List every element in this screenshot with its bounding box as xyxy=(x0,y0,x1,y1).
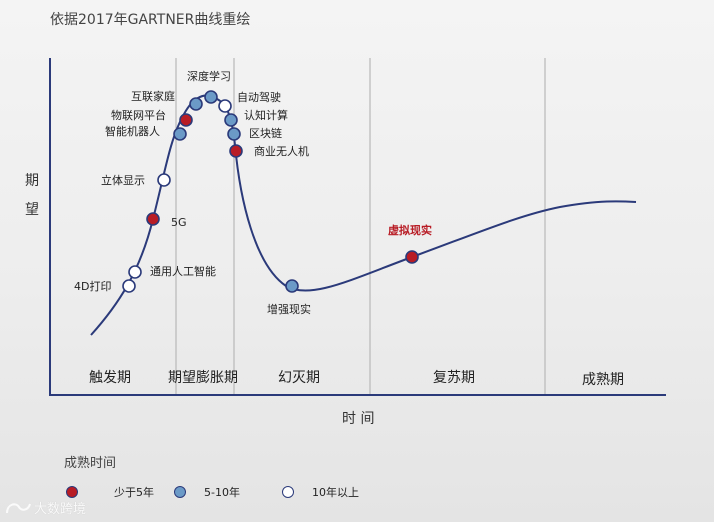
legend-dot-red xyxy=(66,486,78,498)
tech-marker xyxy=(229,144,243,158)
tech-point-3d-display: 立体显示 xyxy=(101,173,171,187)
watermark: 大数跨境 xyxy=(4,498,86,517)
watermark-text: 大数跨境 xyxy=(34,502,87,517)
phase-peak: 期望膨胀期 xyxy=(168,369,238,386)
tech-point-vr: 虚拟现实 xyxy=(388,223,432,264)
legend-item-5-10y: 5-10年 xyxy=(174,482,240,502)
tech-point-commercial-drone: 商业无人机 xyxy=(229,144,309,158)
tech-point-connected-home: 互联家庭 xyxy=(131,89,203,111)
tech-marker xyxy=(227,127,241,141)
chart-title: 依据2017年GARTNER曲线重绘 xyxy=(50,12,251,28)
tech-marker xyxy=(189,97,203,111)
legend-dot-blue xyxy=(174,486,186,498)
phase-plateau: 成熟期 xyxy=(582,372,624,388)
legend-label: 少于5年 xyxy=(114,486,154,499)
legend-dot-white xyxy=(282,486,294,498)
tech-point-5g: 5G xyxy=(146,212,187,229)
tech-point-blockchain: 区块链 xyxy=(227,126,282,141)
tech-point-agi: 通用人工智能 xyxy=(128,264,216,279)
tech-label: 5G xyxy=(171,216,187,229)
phase-slope: 复苏期 xyxy=(433,369,475,386)
tech-point-smart-robot: 智能机器人 xyxy=(105,124,187,141)
x-axis-label: 时 间 xyxy=(342,411,374,427)
tech-label: 自动驾驶 xyxy=(237,90,281,104)
tech-marker xyxy=(285,279,299,293)
phase-trough: 幻灭期 xyxy=(278,370,320,386)
tech-point-deep-learning: 深度学习 xyxy=(187,69,231,104)
tech-label: 区块链 xyxy=(249,126,282,140)
hype-curve xyxy=(90,94,637,336)
tech-label: 商业无人机 xyxy=(254,144,309,158)
tech-label: 深度学习 xyxy=(187,69,231,83)
tech-point-4d-printing: 4D打印 xyxy=(74,279,136,293)
tech-label: 认知计算 xyxy=(244,108,288,122)
tech-label: 4D打印 xyxy=(74,279,111,293)
tech-marker xyxy=(146,212,160,226)
legend-label: 10年以上 xyxy=(312,486,359,499)
tech-point-cognitive-computing: 认知计算 xyxy=(224,108,288,127)
tech-marker xyxy=(224,113,238,127)
tech-marker xyxy=(173,127,187,141)
legend-item-over-10y: 10年以上 xyxy=(282,482,359,502)
watermark-logo-icon xyxy=(6,502,31,513)
tech-label: 立体显示 xyxy=(101,173,145,187)
tech-marker xyxy=(179,113,193,127)
tech-point-iot-platform: 物联网平台 xyxy=(111,108,193,127)
tech-point-ar: 增强现实 xyxy=(267,279,311,316)
legend-label: 5-10年 xyxy=(204,486,240,499)
tech-label: 物联网平台 xyxy=(111,108,166,122)
tech-marker xyxy=(122,279,136,293)
phase-trigger: 触发期 xyxy=(89,370,131,386)
legend-item-under-5y: 少于5年 xyxy=(66,482,154,502)
tech-point-autonomous-driving: 自动驾驶 xyxy=(218,90,281,113)
tech-marker xyxy=(405,250,419,264)
y-axis-label-2: 望 xyxy=(25,202,39,218)
tech-marker xyxy=(128,265,142,279)
y-axis-label-1: 期 xyxy=(25,173,39,189)
tech-label: 通用人工智能 xyxy=(150,264,216,278)
tech-label: 增强现实 xyxy=(267,302,311,316)
tech-marker xyxy=(218,99,232,113)
tech-marker xyxy=(157,173,171,187)
tech-label: 互联家庭 xyxy=(131,89,175,103)
tech-label: 虚拟现实 xyxy=(388,223,432,237)
legend-title: 成熟时间 xyxy=(64,456,117,471)
tech-label: 智能机器人 xyxy=(105,124,160,138)
tech-marker xyxy=(204,90,218,104)
